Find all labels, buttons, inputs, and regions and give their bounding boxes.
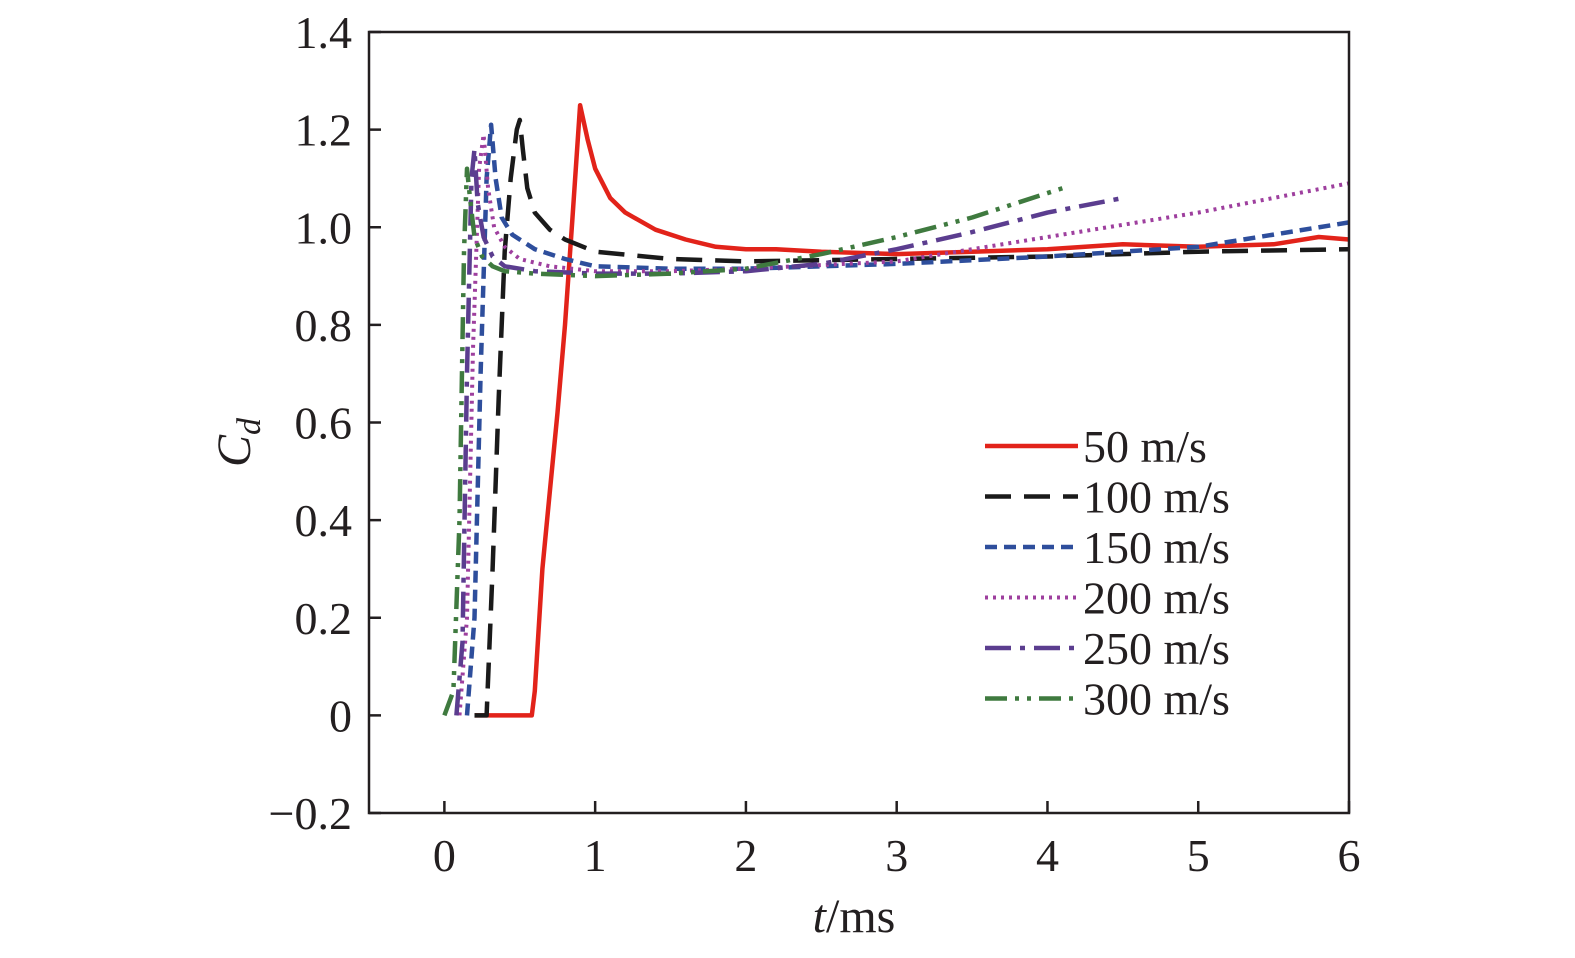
x-tick-label: 0 — [433, 830, 456, 881]
legend-label-6: 300 m/s — [1083, 674, 1230, 725]
y-tick-label: 1.0 — [295, 202, 353, 253]
legend-label-2: 100 m/s — [1083, 472, 1230, 523]
y-tick-label: 0.6 — [295, 398, 353, 449]
y-tick-label: 0.2 — [295, 593, 353, 644]
y-axis-title-main: C — [208, 434, 261, 467]
x-tick-label: 5 — [1187, 830, 1210, 881]
legend-label-3: 150 m/s — [1083, 522, 1230, 573]
x-axis-title-italic: t — [813, 890, 828, 943]
y-tick-label: 0 — [329, 690, 352, 741]
x-tick-label: 6 — [1338, 830, 1361, 881]
x-axis-title: t/ms — [813, 890, 896, 943]
y-tick-label: 1.4 — [295, 7, 353, 58]
y-tick-label: 0.4 — [295, 495, 353, 546]
series-line-5 — [454, 146, 1124, 716]
legend-label-4: 200 m/s — [1083, 573, 1230, 624]
series-line-4 — [457, 132, 1350, 716]
series-line-1 — [474, 102, 1350, 718]
series-line-2 — [474, 117, 1350, 718]
series-line-3 — [464, 122, 1350, 716]
x-tick-label: 4 — [1036, 830, 1059, 881]
y-tick-label: −0.2 — [269, 788, 352, 839]
legend-label-1: 50 m/s — [1083, 421, 1207, 472]
x-tick-label: 1 — [584, 830, 607, 881]
x-axis-ticks: 0 1 2 3 4 5 6 — [433, 801, 1361, 881]
x-axis-title-rest: /ms — [826, 890, 895, 943]
series-layer — [442, 102, 1350, 718]
x-tick-label: 2 — [734, 830, 757, 881]
y-axis-ticks: −0.2 0 0.2 0.4 0.6 0.8 1.0 1.2 1.4 — [269, 7, 381, 839]
x-tick-label: 3 — [885, 830, 908, 881]
series-line-6 — [442, 166, 1064, 717]
y-tick-label: 1.2 — [295, 105, 353, 156]
y-axis-title: Cd — [208, 417, 268, 467]
y-tick-label: 0.8 — [295, 300, 353, 351]
legend-label-5: 250 m/s — [1083, 623, 1230, 674]
y-axis-title-sub: d — [231, 417, 268, 435]
